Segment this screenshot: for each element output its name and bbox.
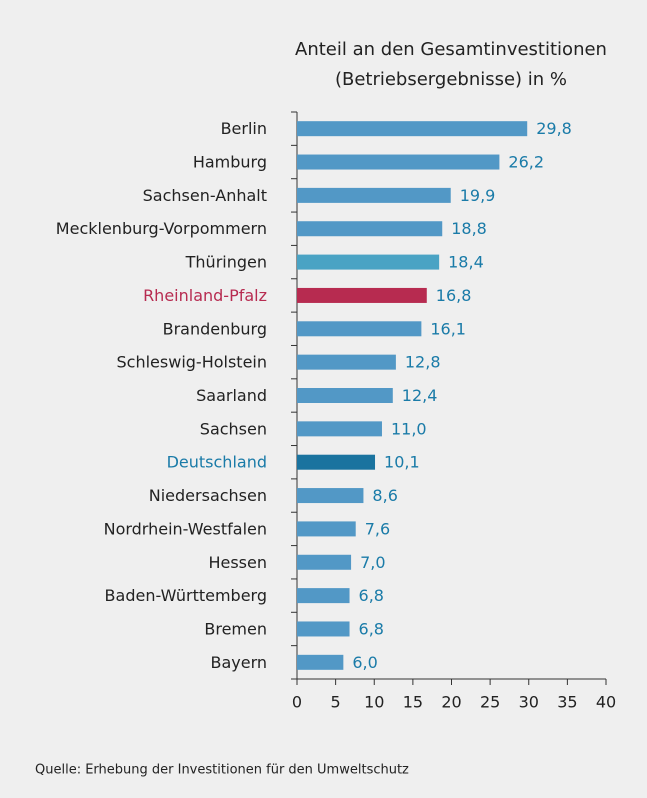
value-label: 6,8 (359, 586, 384, 605)
value-label: 16,8 (436, 286, 472, 305)
y-tick-label: Sachsen (200, 419, 267, 438)
source: Quelle: Erhebung der Investitionen für d… (35, 763, 409, 778)
x-tick-label: 25 (480, 693, 500, 712)
y-tick-label: Thüringen (185, 253, 267, 272)
bar (297, 321, 422, 337)
bar (297, 554, 352, 570)
bar (297, 488, 364, 504)
bar (297, 421, 382, 437)
bar (297, 121, 528, 137)
value-label: 18,8 (451, 219, 487, 238)
value-label: 6,8 (359, 619, 384, 638)
y-tick-label: Berlin (221, 119, 267, 138)
x-tick-label: 5 (331, 693, 341, 712)
chart-title: (Betriebsergebnisse) in % (335, 69, 567, 90)
y-tick-label: Nordrhein-Westfalen (104, 519, 267, 538)
x-tick-label: 20 (441, 693, 461, 712)
value-label: 7,0 (360, 553, 385, 572)
y-tick-label: Hessen (208, 553, 267, 572)
value-label: 12,8 (405, 353, 441, 372)
bar (297, 221, 443, 237)
y-tick-label: Niedersachsen (149, 486, 267, 505)
x-tick-label: 35 (557, 693, 577, 712)
bar (297, 388, 393, 403)
y-tick-label: Sachsen-Anhalt (143, 186, 267, 205)
bar (297, 354, 396, 370)
y-tick-label: Brandenburg (163, 319, 267, 338)
value-label: 10,1 (384, 453, 420, 472)
bar (297, 521, 356, 537)
value-label: 6,0 (352, 653, 377, 672)
value-label: 18,4 (448, 253, 484, 272)
value-label: 8,6 (372, 486, 397, 505)
x-tick-label: 15 (403, 693, 423, 712)
y-tick-label: Rheinland-Pfalz (143, 286, 267, 305)
bar (297, 654, 344, 670)
bar (297, 621, 350, 637)
bar (297, 187, 451, 203)
y-tick-label: Mecklenburg-Vorpommern (56, 219, 267, 238)
x-tick-label: 40 (596, 693, 616, 712)
y-tick-label: Deutschland (167, 453, 267, 472)
bar (297, 588, 350, 604)
x-tick-label: 30 (519, 693, 539, 712)
value-label: 26,2 (508, 153, 544, 172)
value-label: 19,9 (460, 186, 496, 205)
y-tick-label: Saarland (196, 386, 267, 405)
chart-title: Anteil an den Gesamtinvestitionen (295, 39, 607, 60)
y-tick-label: Bayern (210, 653, 267, 672)
x-tick-label: 10 (364, 693, 384, 712)
bar (297, 254, 440, 270)
bar (297, 454, 376, 470)
x-tick-label: 0 (292, 693, 302, 712)
y-tick-label: Bremen (204, 619, 267, 638)
value-label: 7,6 (365, 519, 390, 538)
y-tick-label: Hamburg (193, 153, 267, 172)
bar (297, 154, 500, 170)
value-label: 29,8 (536, 119, 572, 138)
bar (297, 287, 427, 303)
value-label: 11,0 (391, 419, 427, 438)
y-tick-label: Schleswig-Holstein (117, 353, 267, 372)
value-label: 16,1 (430, 319, 466, 338)
value-label: 12,4 (402, 386, 438, 405)
y-tick-label: Baden-Württemberg (105, 586, 267, 605)
